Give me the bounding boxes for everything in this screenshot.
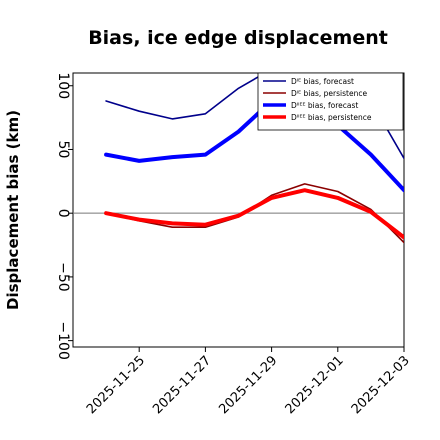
x-tick-label: 2025-12-03 — [349, 353, 413, 417]
y-tick-label: 0 — [55, 209, 71, 218]
x-axis: 2025-11-25 2025-11-27 2025-11-29 2025-12-01… — [84, 347, 413, 417]
y-tick-label: −50 — [55, 262, 71, 292]
x-tick-label: 2025-11-25 — [84, 353, 148, 417]
legend: Dᴵᴱ bias, forecast Dᴵᴱ bias, persistence D… — [257, 72, 404, 131]
y-axis: 100 50 0 −50 −100 — [55, 72, 73, 360]
series-line-4 — [104, 188, 404, 240]
chart-title: Bias, ice edge displacement — [88, 27, 388, 49]
y-tick-label: −100 — [55, 321, 71, 359]
y-tick-label: 100 — [55, 72, 71, 99]
legend-label-1: Dᴵᴱ bias, forecast — [291, 77, 354, 86]
legend-label-3: Dᴵᴵᴱᴱ bias, forecast — [291, 101, 358, 110]
legend-label-4: Dᴵᴵᴱᴱ bias, persistence — [291, 113, 372, 122]
x-tick-label: 2025-12-01 — [283, 353, 347, 417]
legend-box — [257, 72, 404, 131]
x-tick-label: 2025-11-29 — [216, 353, 280, 417]
y-tick-label: 50 — [55, 141, 71, 159]
x-tick-label: 2025-11-27 — [150, 353, 214, 417]
y-axis-label: Displacement bias (km) — [4, 110, 22, 310]
series-line-3 — [104, 99, 404, 193]
legend-label-2: Dᴵᴱ bias, persistence — [291, 89, 367, 98]
plot-area — [72, 72, 405, 348]
